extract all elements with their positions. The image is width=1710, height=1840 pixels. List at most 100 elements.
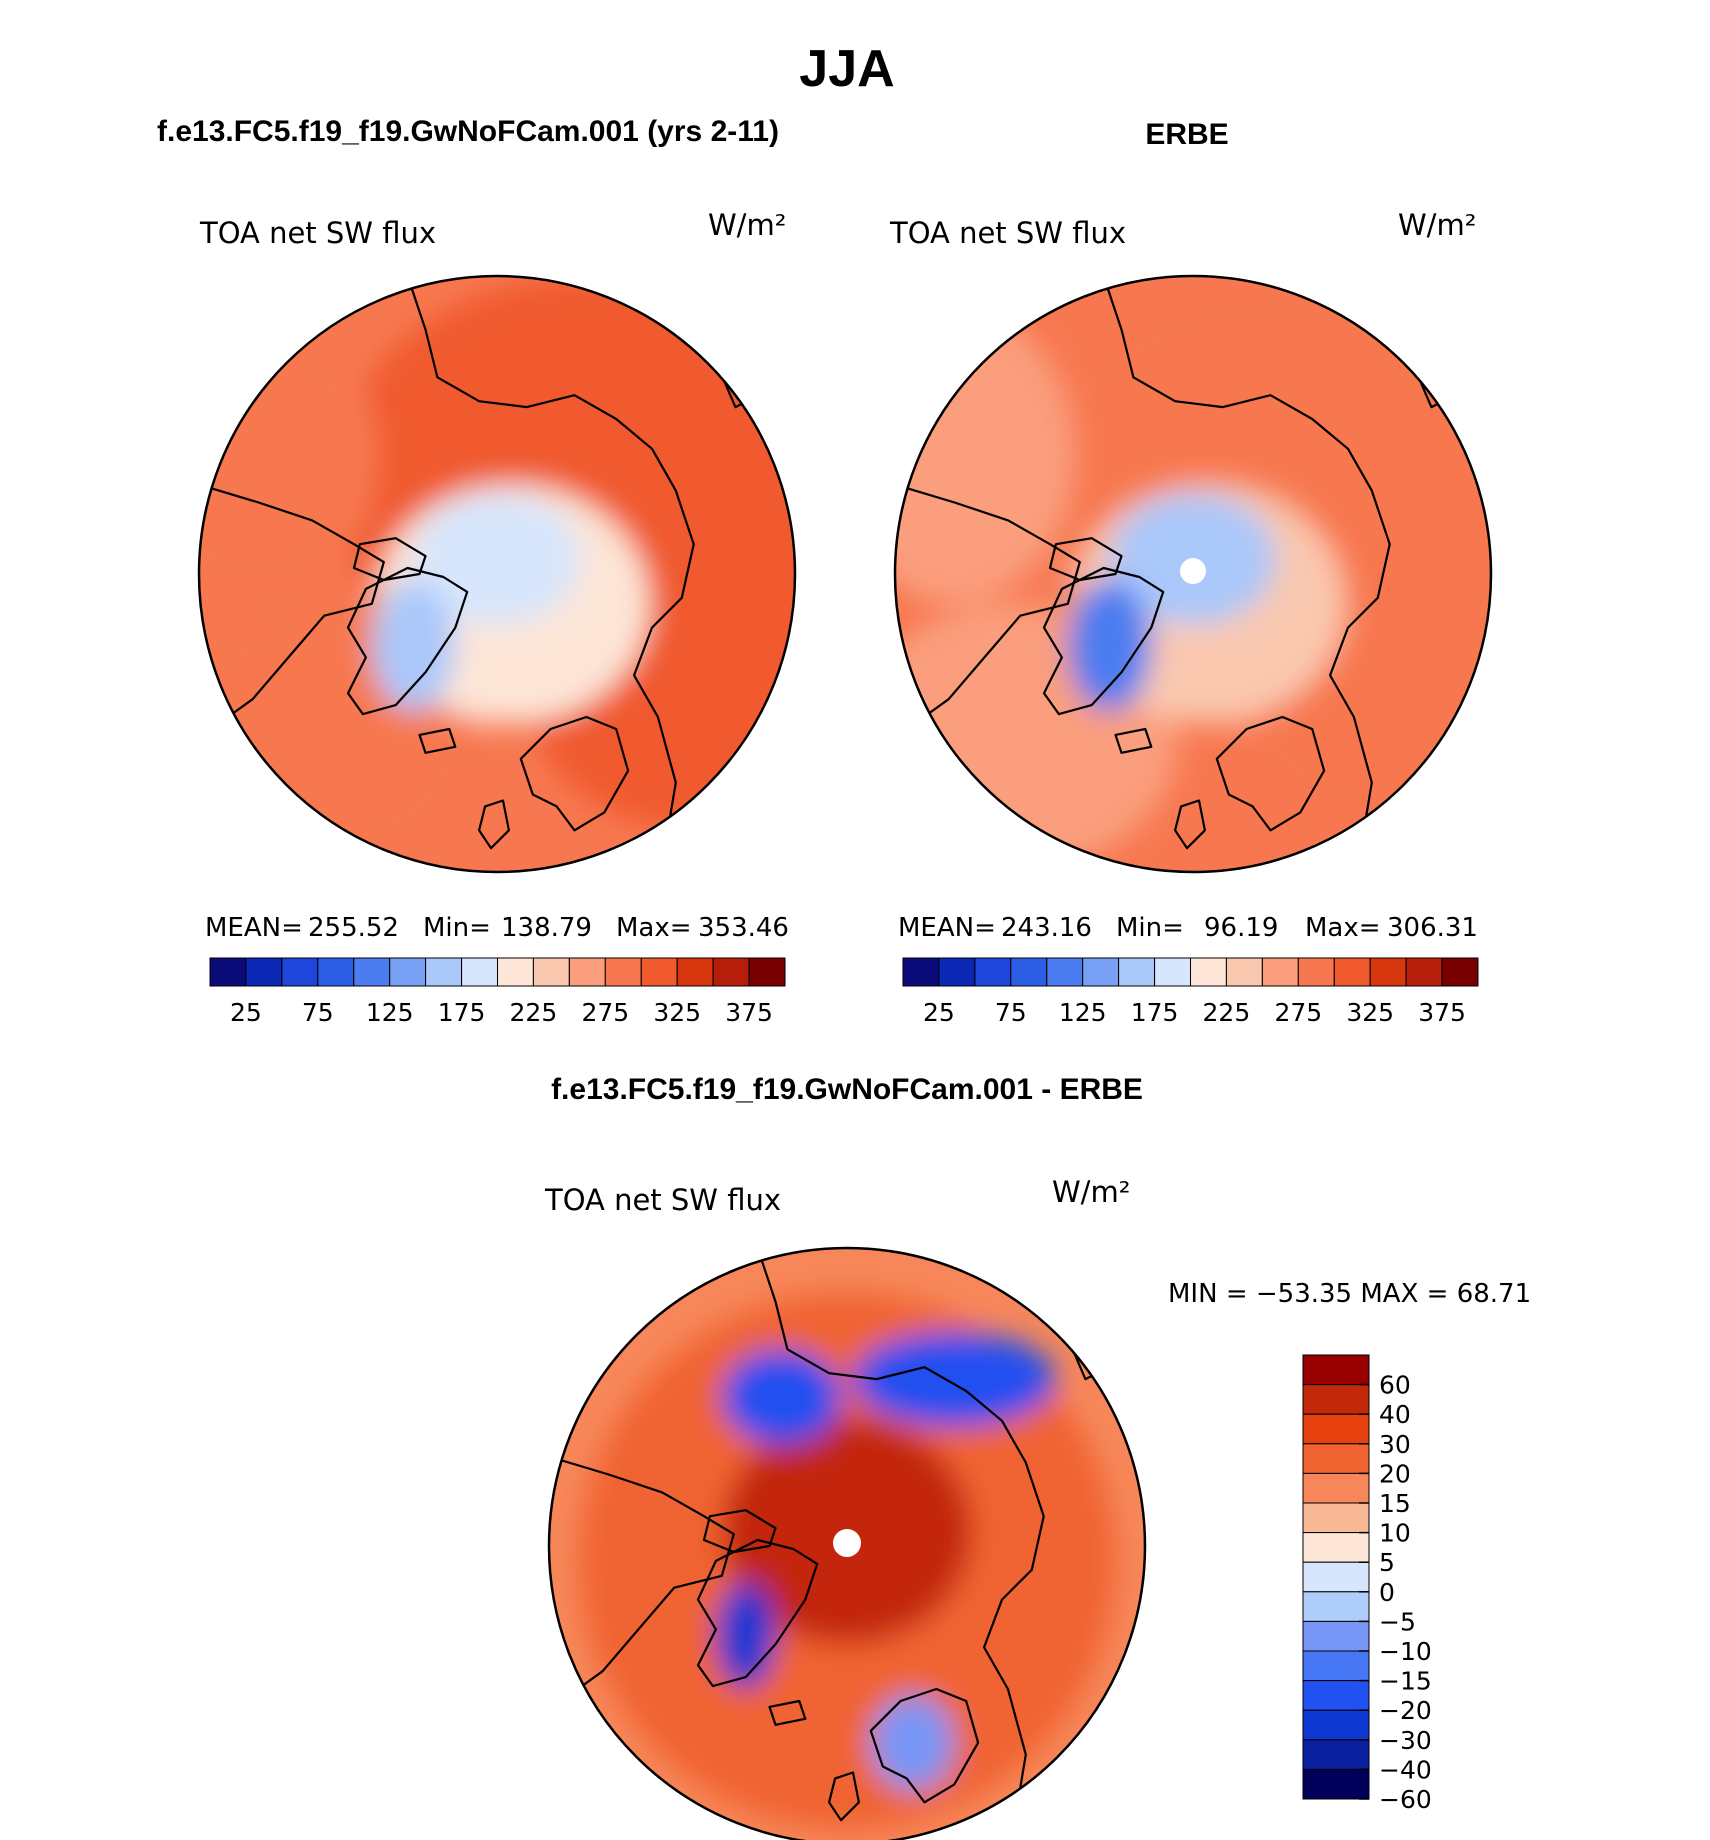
coastline-archipelago <box>352 537 427 582</box>
colorbar-swatch <box>281 957 319 987</box>
colorbar-swatch <box>1302 1650 1370 1682</box>
colorbar-tick-label: 225 <box>510 998 558 1027</box>
colorbar-tick-label: 60 <box>1379 1371 1411 1400</box>
colorbar-swatch <box>604 957 642 987</box>
contour-region-alaska-yukon <box>721 1349 842 1445</box>
contour-region-scandinavia <box>870 1695 955 1791</box>
colorbar-swatch <box>974 957 1012 987</box>
colorbar-swatch <box>1369 957 1407 987</box>
coastline-iceland <box>418 727 457 754</box>
colorbar-swatch <box>1261 957 1299 987</box>
colorbar-swatch <box>1333 957 1371 987</box>
stats-line-obs: MEAN= 243.16 Min= 96.19 Max= 306.31 <box>898 913 1478 943</box>
colorbar-swatch <box>317 957 355 987</box>
max-label: Max= <box>1305 913 1381 943</box>
variable-label-obs: TOA net SW flux <box>889 216 1126 250</box>
colorbar-swatch <box>532 957 570 987</box>
colorbar-swatch <box>1302 1384 1370 1415</box>
coastline-scandinavia <box>519 715 630 832</box>
colorbar-swatch <box>1302 1680 1370 1711</box>
contour-region-greenland <box>1067 579 1152 712</box>
colorbar-swatch <box>1302 1413 1370 1445</box>
coastline-scandinavia <box>869 1687 980 1804</box>
colorbar-swatch <box>1441 957 1479 987</box>
colorbar-tick-label: 175 <box>438 998 486 1027</box>
panel-title-obs: ERBE <box>1145 118 1228 151</box>
colorbar-tick-label: −20 <box>1379 1696 1432 1725</box>
map-boundary-diff <box>547 1246 1147 1840</box>
colorbar-swatch <box>497 957 534 987</box>
colorbar-swatch <box>902 957 940 987</box>
coastline-siberia <box>406 276 795 872</box>
colorbar-tick-label: 25 <box>923 998 955 1027</box>
colorbar-tick-label: −60 <box>1379 1785 1432 1814</box>
coastline-siberia <box>756 1248 1145 1840</box>
coastline-northamerica <box>895 483 1081 739</box>
min-value: 138.79 <box>501 913 592 943</box>
coastline-iceland <box>1114 727 1153 754</box>
colorbar-swatch <box>1405 957 1443 987</box>
min-value: 96.19 <box>1204 913 1278 943</box>
colorbar-tick-label: 0 <box>1379 1578 1395 1607</box>
polar-map-model <box>199 276 795 872</box>
colorbar-swatch <box>1302 1709 1370 1741</box>
coastline-northamerica <box>549 1455 735 1711</box>
colorbar-tick-label: 325 <box>1346 998 1394 1027</box>
colorbar-swatch <box>1302 1561 1370 1593</box>
colorbar-swatch <box>209 957 247 987</box>
colorbar-swatch <box>1302 1591 1370 1622</box>
min-label: Min= <box>1116 913 1184 943</box>
colorbar-tick-label: 325 <box>653 998 701 1027</box>
colorbar-swatch <box>1190 957 1227 987</box>
colorbar-tick-label: 75 <box>995 998 1027 1027</box>
colorbar-swatch <box>1302 1532 1370 1563</box>
colorbar-swatch <box>389 957 427 987</box>
colorbar-swatch <box>1302 1354 1370 1386</box>
colorbar-tick-label: −15 <box>1379 1667 1432 1696</box>
coastline-iceland <box>768 1699 807 1726</box>
max-label: Max= <box>616 913 692 943</box>
coastline-northamerica <box>199 483 385 739</box>
panel-model: f.e13.FC5.f19_f19.GwNoFCam.001 (yrs 2-11… <box>157 115 797 1027</box>
colorbar-swatch <box>1302 1739 1370 1770</box>
contour-region-north-atlantic <box>199 305 378 604</box>
coastline-archipelago <box>702 1509 777 1554</box>
min-label: Min= <box>423 913 491 943</box>
colorbar-obs: 25 75 125 175 225 275 325 375 <box>902 957 1479 1027</box>
colorbar-swatch <box>676 957 714 987</box>
colorbar-tick-label: 275 <box>581 998 629 1027</box>
max-value: 353.46 <box>698 913 789 943</box>
contour-region-central-arctic <box>413 493 581 625</box>
panel-title-diff: f.e13.FC5.f19_f19.GwNoFCam.001 - ERBE <box>551 1073 1143 1106</box>
field-contours <box>199 276 795 872</box>
colorbar-tick-label: 125 <box>366 998 414 1027</box>
coastline-greenland <box>696 1538 819 1688</box>
variable-label-model: TOA net SW flux <box>199 216 436 250</box>
colorbar-tick-label: 40 <box>1379 1400 1411 1429</box>
colorbar-tick-label: 225 <box>1203 998 1251 1027</box>
colorbar-swatch <box>1297 957 1335 987</box>
colorbar-tick-label: 20 <box>1379 1459 1411 1488</box>
colorbar-swatch <box>1154 957 1191 987</box>
units-label-obs: W/m² <box>1398 208 1476 242</box>
mean-value: 243.16 <box>1001 913 1092 943</box>
colorbar-swatch <box>1302 1443 1370 1474</box>
coastline-uk <box>478 799 510 850</box>
colorbar-swatch <box>1082 957 1120 987</box>
colorbar-tick-label: 10 <box>1379 1519 1411 1548</box>
map-boundary-obs <box>893 274 1493 874</box>
colorbar-tick-label: −10 <box>1379 1637 1432 1666</box>
colorbar-swatch <box>461 957 499 987</box>
colorbar-tick-label: 75 <box>302 998 334 1027</box>
colorbar-tick-label: −40 <box>1379 1755 1432 1784</box>
polar-map-obs <box>895 276 1491 872</box>
colorbar-tick-label: −5 <box>1379 1607 1416 1636</box>
colorbar-swatch <box>1118 957 1155 987</box>
mean-value: 255.52 <box>308 913 399 943</box>
colorbar-swatch <box>568 957 606 987</box>
map-boundary-model <box>197 274 797 874</box>
colorbar-swatch <box>938 957 976 987</box>
coastline-greenland <box>346 566 469 716</box>
